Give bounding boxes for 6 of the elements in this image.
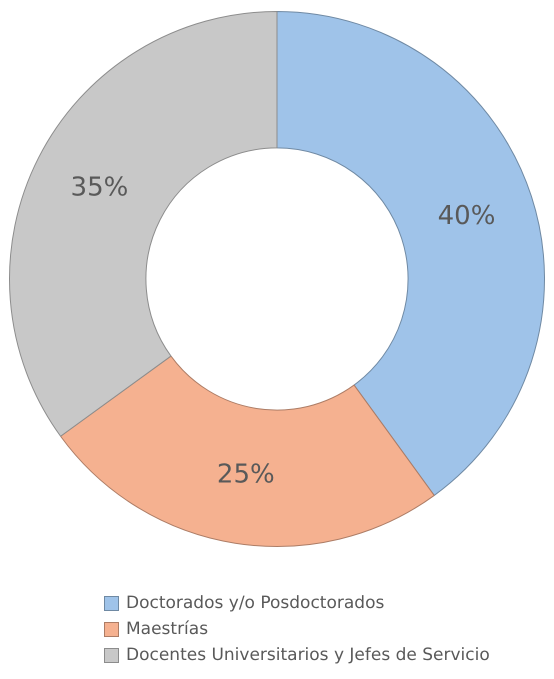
data-label: 40%	[438, 201, 496, 232]
legend-label: Maestrías	[126, 619, 208, 639]
data-label: 25%	[216, 460, 275, 490]
data-label: 35%	[70, 172, 128, 202]
legend-label: Doctorados y/o Posdoctorados	[126, 593, 384, 613]
legend-label: Docentes Universitarios y Jefes de Servicio	[126, 645, 490, 665]
